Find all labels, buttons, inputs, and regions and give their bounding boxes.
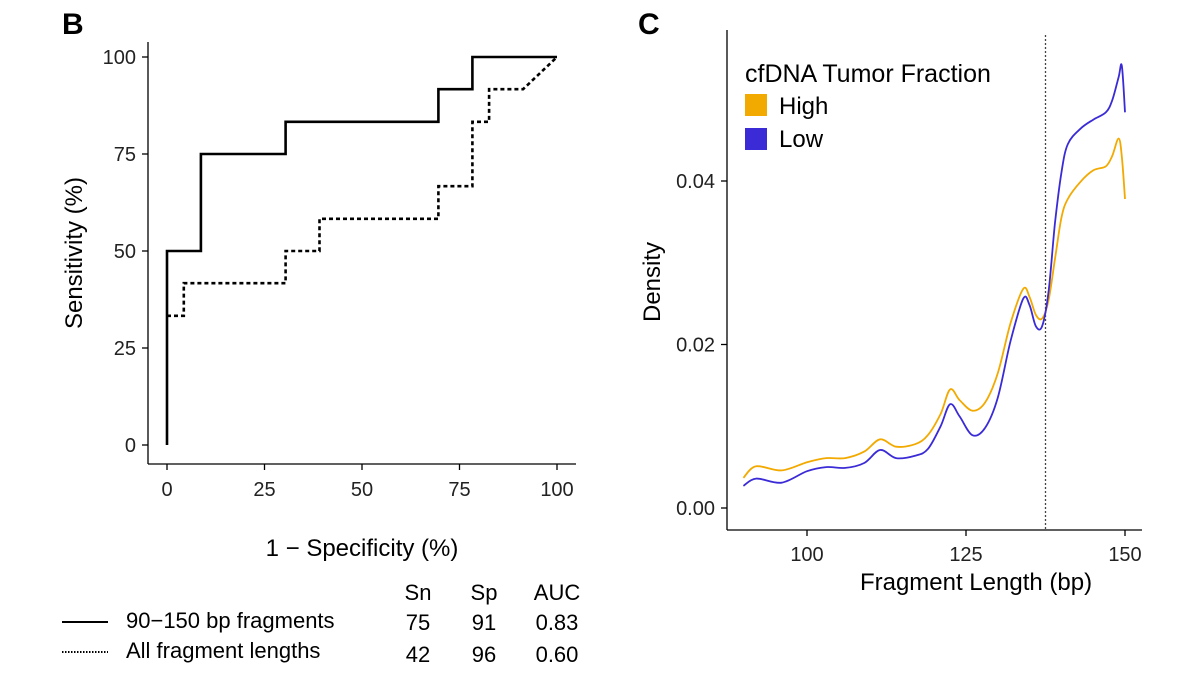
table-row-0-auc: 0.83 [536,610,579,635]
panel-b-y-tick-label: 75 [114,144,136,166]
panel-c-density-chart: C 100 125 150 0.00 0.02 0.04 Fragment Length… [638,8,1142,596]
legend-label-high: High [779,93,828,120]
panel-b-series-group [165,55,558,445]
panel-b-x-tick-label: 0 [161,479,172,501]
panel-b-letter: B [62,8,84,41]
table-row-0-label: 90−150 bp fragments [126,608,335,633]
table-header-sp: Sp [471,580,498,605]
panel-b-y-axis-label: Sensitivity (%) [61,177,88,329]
panel-b-y-tick-label: 25 [114,338,136,360]
panel-b-y-tick-label: 100 [103,47,136,69]
roc-line-all-lengths [167,56,558,318]
table-row-0-sn: 75 [406,610,430,635]
panel-c-y-tick-label: 0.00 [676,498,715,520]
roc-line-90-150bp [165,55,557,445]
table-header-auc: AUC [534,580,581,605]
panel-b-y-ticks: 0 25 50 75 100 [103,47,148,457]
table-row-0-sp: 91 [472,610,496,635]
table-row-1-label: All fragment lengths [126,638,320,663]
panel-b-y-tick-label: 50 [114,241,136,263]
panel-b-x-tick-label: 75 [448,479,470,501]
panel-c-x-tick-label: 150 [1108,544,1141,566]
panel-b-x-tick-label: 100 [540,479,573,501]
legend-label-low: Low [779,126,824,153]
panel-c-y-ticks: 0.00 0.02 0.04 [676,171,727,520]
panel-c-x-tick-label: 125 [949,544,982,566]
panel-c-x-ticks: 100 125 150 [790,530,1142,566]
panel-c-y-axis-label: Density [639,242,666,322]
table-row-1-auc: 0.60 [536,642,579,667]
panel-c-y-tick-label: 0.02 [676,335,715,357]
panel-c-letter: C [638,8,660,41]
legend-title: cfDNA Tumor Fraction [745,60,991,88]
panel-b-summary-table: Sn Sp AUC 90−150 bp fragments 75 91 0.83… [62,580,580,667]
panel-c-x-axis-label: Fragment Length (bp) [860,569,1092,596]
panel-b-y-tick-label: 0 [125,435,136,457]
legend-swatch-low [745,128,767,150]
panel-b-x-tick-label: 25 [253,479,275,501]
density-line-low [742,63,1126,487]
density-line-high [742,137,1126,479]
panel-c-y-tick-label: 0.04 [676,171,715,193]
panel-b-roc-chart: B 0 25 50 75 100 0 25 50 75 100 1 − Specificity … [61,8,580,667]
panel-c-legend: cfDNA Tumor Fraction High Low [745,60,991,153]
legend-swatch-high [745,94,767,116]
panel-b-x-tick-label: 50 [351,479,373,501]
panel-c-x-tick-label: 100 [790,544,823,566]
table-row-1-sn: 42 [406,642,430,667]
panel-b-x-ticks: 0 25 50 75 100 [161,464,574,501]
table-header-sn: Sn [405,580,432,605]
panel-c-series-group [742,63,1126,487]
panel-b-x-axis-label: 1 − Specificity (%) [266,535,459,562]
table-row-1-sp: 96 [472,642,496,667]
